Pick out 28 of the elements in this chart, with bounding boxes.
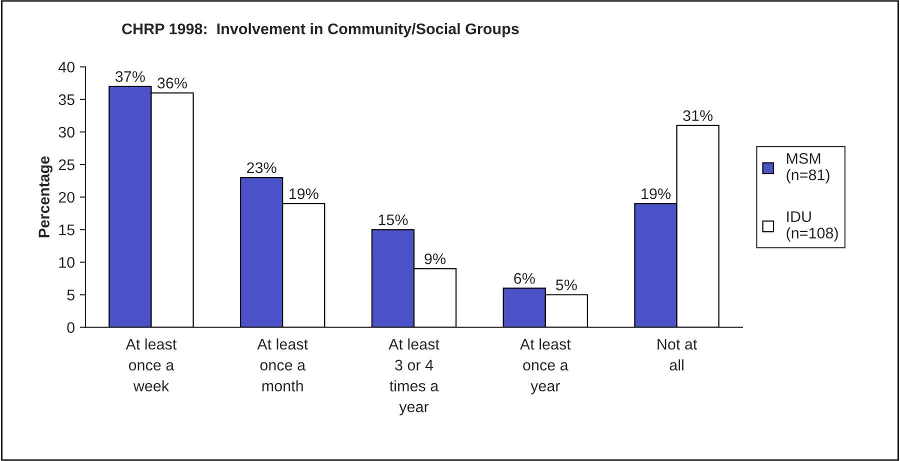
y-tick-label: 15 bbox=[59, 224, 74, 236]
data-label: 19% bbox=[642, 188, 671, 200]
x-tick-label: At least 3 or 4 times a year bbox=[388, 338, 440, 416]
data-label: 37% bbox=[115, 71, 145, 82]
y-tick-label: 10 bbox=[59, 257, 74, 268]
chart-title: CHRP 1998: Involvement in Community/Social Groups bbox=[122, 23, 519, 38]
data-label: 6% bbox=[514, 273, 535, 284]
y-tick-label: 35 bbox=[58, 94, 74, 106]
legend-label: IDU (n=108) bbox=[786, 211, 838, 242]
x-tick-label: At least once a week bbox=[126, 338, 177, 392]
y-tick-label: 0 bbox=[67, 322, 74, 333]
data-label: 5% bbox=[556, 280, 577, 290]
data-label: 19% bbox=[290, 188, 318, 200]
data-label: 31% bbox=[683, 110, 713, 122]
y-tick-label: 25 bbox=[58, 159, 74, 170]
data-label: 9% bbox=[424, 253, 446, 264]
data-label: 36% bbox=[158, 78, 187, 88]
x-tick-label: At least once a year bbox=[520, 338, 571, 394]
y-tick-label: 5 bbox=[67, 290, 74, 300]
x-tick-label: At least once a month bbox=[257, 338, 308, 392]
data-label: 23% bbox=[247, 162, 276, 174]
y-tick-label: 40 bbox=[58, 62, 74, 73]
x-tick-label: Not at all bbox=[658, 338, 698, 371]
y-axis-title: Percentage bbox=[38, 156, 53, 238]
data-label: 15% bbox=[378, 214, 408, 226]
y-tick-label: 30 bbox=[58, 126, 74, 138]
legend-label: MSM (n=81) bbox=[786, 153, 830, 184]
y-tick-label: 20 bbox=[58, 192, 74, 203]
